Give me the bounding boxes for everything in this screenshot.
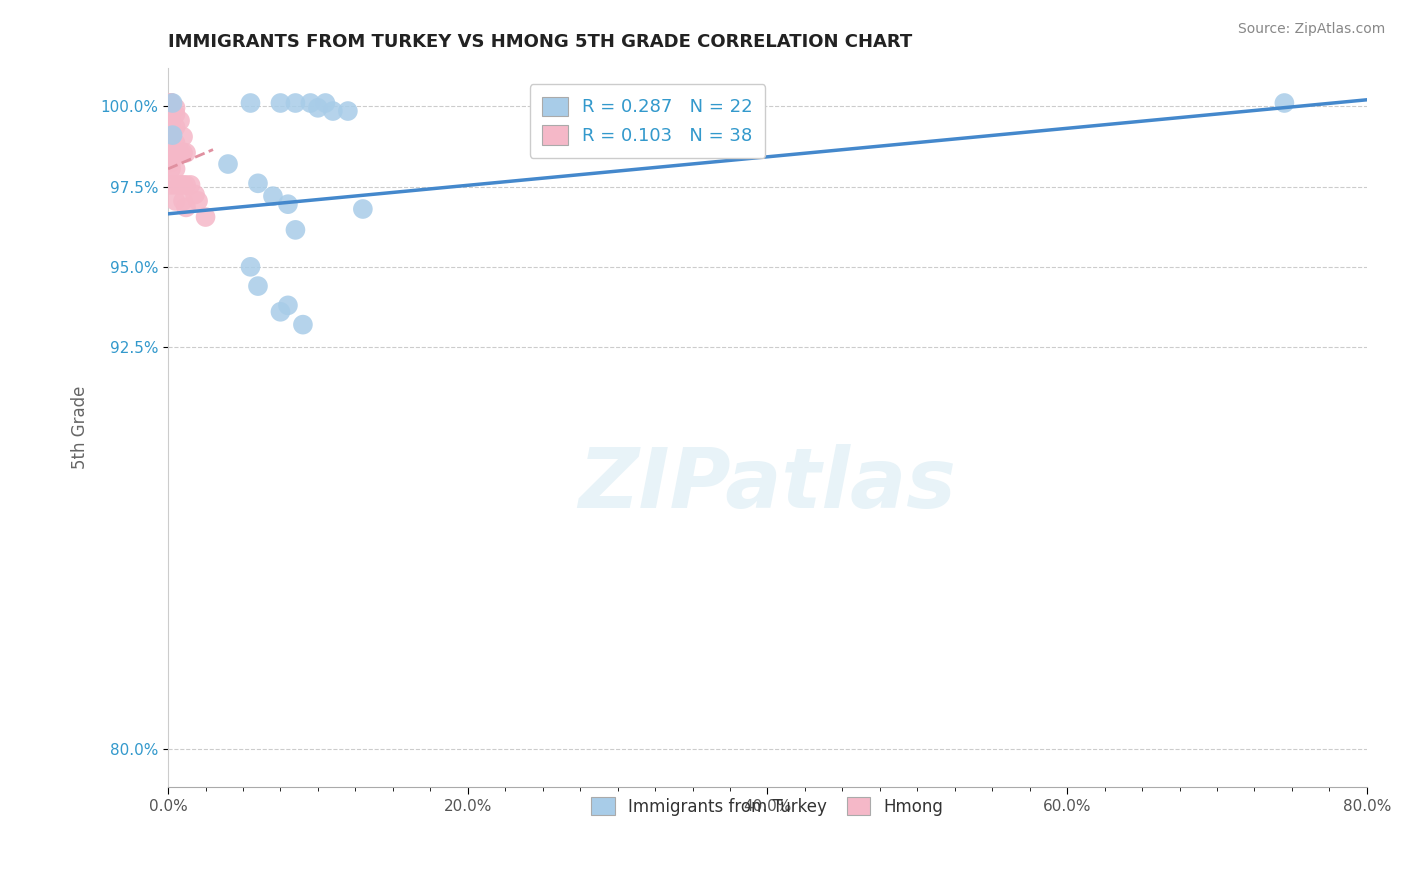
Point: [160, 117, 183, 131]
Point: [239, 260, 262, 274]
Text: ZIPatlas: ZIPatlas: [578, 444, 956, 525]
Point: [239, 95, 262, 110]
Point: [314, 95, 336, 110]
Point: [165, 120, 187, 134]
Point: [172, 145, 194, 160]
Point: [299, 95, 322, 110]
Point: [162, 95, 184, 110]
Point: [291, 318, 314, 332]
Point: [284, 223, 307, 237]
Point: [160, 101, 183, 115]
Point: [169, 145, 191, 160]
Point: [172, 178, 194, 192]
Point: [172, 129, 194, 144]
Point: [165, 101, 187, 115]
Point: [160, 101, 183, 115]
Point: [174, 145, 197, 160]
Legend: Immigrants from Turkey, Hmong: Immigrants from Turkey, Hmong: [582, 787, 953, 826]
Point: [174, 201, 197, 215]
Point: [352, 202, 374, 216]
Point: [160, 95, 183, 110]
Point: [217, 157, 239, 171]
Point: [194, 210, 217, 224]
Point: [307, 101, 329, 115]
Point: [169, 113, 191, 128]
Point: [160, 103, 183, 118]
Point: [262, 189, 284, 203]
Text: Source: ZipAtlas.com: Source: ZipAtlas.com: [1237, 22, 1385, 37]
Point: [284, 95, 307, 110]
Point: [165, 136, 187, 150]
Point: [160, 178, 183, 192]
Point: [165, 107, 187, 121]
Point: [165, 194, 187, 208]
Point: [160, 95, 183, 110]
Point: [246, 177, 269, 191]
Text: IMMIGRANTS FROM TURKEY VS HMONG 5TH GRADE CORRELATION CHART: IMMIGRANTS FROM TURKEY VS HMONG 5TH GRAD…: [169, 33, 912, 51]
Point: [277, 197, 299, 211]
Point: [336, 103, 359, 118]
Point: [162, 128, 184, 142]
Point: [160, 107, 183, 121]
Point: [180, 178, 202, 192]
Point: [269, 95, 291, 110]
Point: [277, 298, 299, 312]
Point: [322, 103, 344, 118]
Point: [160, 113, 183, 128]
Y-axis label: 5th Grade: 5th Grade: [72, 385, 89, 469]
Point: [160, 155, 183, 169]
Point: [160, 161, 183, 176]
Point: [1274, 95, 1296, 110]
Point: [169, 178, 191, 192]
Point: [165, 161, 187, 176]
Point: [160, 129, 183, 144]
Point: [160, 145, 183, 160]
Point: [246, 279, 269, 293]
Point: [174, 178, 197, 192]
Point: [269, 305, 291, 319]
Point: [165, 178, 187, 192]
Point: [184, 187, 207, 202]
Point: [187, 194, 209, 208]
Point: [160, 111, 183, 125]
Point: [172, 194, 194, 208]
Point: [165, 145, 187, 160]
Point: [160, 95, 183, 110]
Point: [160, 123, 183, 137]
